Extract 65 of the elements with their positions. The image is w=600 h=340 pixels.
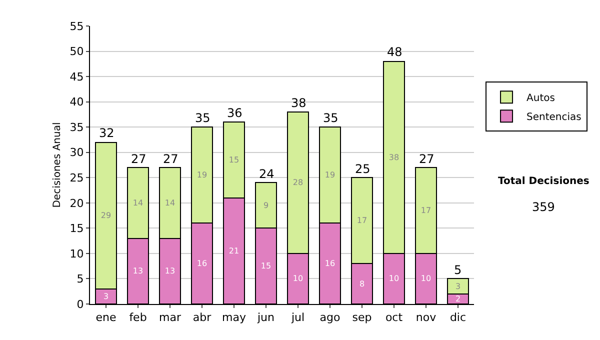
data-label: 19 <box>196 170 208 180</box>
total-label: 48 <box>387 45 402 59</box>
y-tick-label: 55 <box>70 20 84 33</box>
x-tick-label: may <box>222 311 246 324</box>
total-label: 36 <box>227 106 242 120</box>
legend-label: Sentencias <box>526 112 582 123</box>
x-tick-label: dic <box>450 311 466 324</box>
y-tick-label: 30 <box>70 146 84 160</box>
data-label: 17 <box>356 216 368 226</box>
data-label: 28 <box>292 178 304 188</box>
data-label: 2 <box>455 294 461 304</box>
data-label: 14 <box>164 198 176 208</box>
y-tick-label: 35 <box>70 120 84 134</box>
data-label: 15 <box>260 262 272 271</box>
data-label: 19 <box>324 170 336 180</box>
y-tick-label: 50 <box>70 45 84 58</box>
y-tick-label: 40 <box>70 96 84 109</box>
x-tick-label: feb <box>129 311 147 324</box>
y-tick-label: 10 <box>70 247 84 260</box>
data-label: 10 <box>292 274 304 284</box>
x-tick-label: ago <box>320 311 340 324</box>
data-label: 16 <box>196 259 208 268</box>
y-axis-title: Decisiones Anual <box>52 122 63 208</box>
y-tick-label: 20 <box>70 196 84 210</box>
data-label: 10 <box>420 274 432 284</box>
x-tick-label: nov <box>416 311 437 324</box>
total-label: 35 <box>323 111 338 125</box>
total-label: 27 <box>163 152 178 166</box>
text: Total Decisiones <box>498 176 590 187</box>
data-label: 3 <box>103 292 109 301</box>
data-label: 17 <box>420 206 432 215</box>
total-label: 24 <box>259 167 274 181</box>
data-label: 21 <box>228 246 240 256</box>
y-tick-label: 25 <box>70 171 84 184</box>
data-label: 13 <box>132 266 144 276</box>
x-tick-label: mar <box>159 311 182 324</box>
y-tick-label: 15 <box>70 222 84 236</box>
x-tick-label: ene <box>96 311 116 324</box>
total-label: 35 <box>195 111 210 125</box>
data-label: 16 <box>324 259 336 268</box>
data-label: 13 <box>164 266 176 276</box>
data-label: 10 <box>388 274 400 284</box>
x-tick-label: jul <box>290 311 305 324</box>
data-label: 9 <box>263 200 269 210</box>
data-label: 3 <box>455 282 461 291</box>
y-tick-label: 45 <box>70 70 84 84</box>
y-tick-label: 5 <box>76 272 84 286</box>
legend-label: Autos <box>526 93 555 104</box>
x-tick-label: sep <box>352 311 372 324</box>
total-label: 38 <box>291 96 306 110</box>
data-label: 8 <box>359 279 365 288</box>
x-tick-label: oct <box>385 311 404 324</box>
data-label: 14 <box>132 198 144 208</box>
data-label: 38 <box>388 152 400 162</box>
data-label: 15 <box>228 155 240 164</box>
total-label: 27 <box>131 152 146 166</box>
x-tick-label: abr <box>192 311 212 324</box>
total-label: 5 <box>454 263 462 277</box>
total-label: 25 <box>355 162 370 176</box>
x-tick-label: jun <box>256 311 275 324</box>
data-label: 29 <box>100 211 112 220</box>
total-label: 27 <box>419 152 434 166</box>
y-tick-label: 0 <box>76 298 84 311</box>
text: 359 <box>532 200 555 214</box>
total-label: 32 <box>99 126 114 140</box>
